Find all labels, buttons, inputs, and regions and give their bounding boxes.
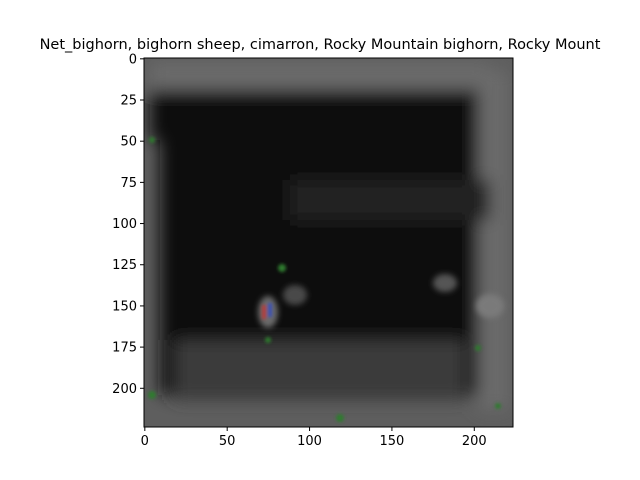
y-tick-label: 125 [112,258,137,273]
feature-right-ring [433,274,457,292]
x-tick-label: 50 [219,434,236,449]
image-right-band [478,70,508,410]
spot-blue [268,303,272,317]
feature-right-eye [476,294,504,318]
x-axis: 0 50 100 150 200 [141,427,487,449]
x-tick-label: 0 [141,434,149,449]
x-tick-label: 150 [380,434,405,449]
spot-green [149,137,155,143]
feature-mid [283,285,307,305]
x-tick-label: 200 [462,434,487,449]
heatmap-image [144,58,513,427]
chart-title: Net_bighorn, bighorn sheep, cimarron, Ro… [40,37,601,53]
image-middle-band [290,180,490,220]
y-tick-label: 150 [112,299,137,314]
spot-green [148,391,156,399]
spot-red [262,305,266,319]
spot-green [475,345,481,351]
y-axis: 0 25 50 75 100 125 150 175 200 [112,52,144,397]
spot-green [336,414,344,422]
spot-green [495,403,501,409]
y-tick-label: 100 [112,217,137,232]
image-top-band [150,62,490,90]
axes-frame [143,57,514,428]
x-tick-label: 100 [297,434,322,449]
spot-green [278,264,286,272]
y-tick-label: 175 [112,341,137,356]
y-tick-label: 75 [120,176,137,191]
spot-green [265,337,271,343]
y-tick-label: 200 [112,382,137,397]
image-lower-band [175,340,465,400]
y-tick-label: 0 [129,52,137,67]
y-tick-label: 50 [120,135,137,150]
y-tick-label: 25 [120,94,137,109]
